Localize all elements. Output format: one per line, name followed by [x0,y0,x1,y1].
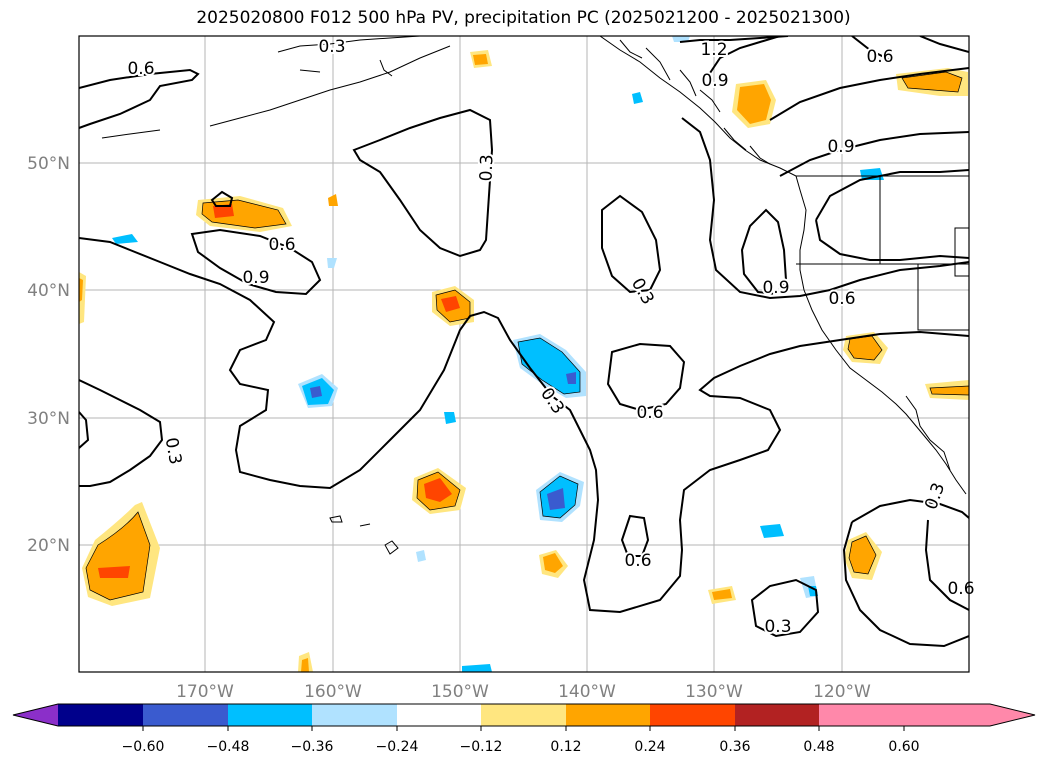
lat-label: 40°N [27,281,70,301]
contour-label: 0.3 [318,37,345,57]
colorbar-extend-high [904,704,1035,726]
contour-label: 0.3 [477,154,498,182]
contour-label: 0.3 [764,617,791,637]
lat-label: 20°N [27,536,70,556]
colorbar-segment [228,704,312,726]
colorbar: −0.60 −0.48 −0.36 −0.24 −0.12 0.12 0.24 … [12,703,1036,755]
colorbar-segment [819,704,904,726]
colorbar-tick-label: −0.24 [376,739,419,755]
lon-label: 170°W [176,682,234,702]
colorbar-segment [481,704,566,726]
contour-label: 0.9 [762,278,789,298]
colorbar-tick-label: 0.48 [803,739,834,755]
contour-label: 0.6 [268,235,295,255]
colorbar-segment [143,704,228,726]
colorbar-tick-label: −0.36 [291,739,334,755]
contour-label: 0.9 [827,137,854,157]
lat-label: 50°N [27,154,70,174]
contour-label: 0.6 [828,289,855,309]
contour-label: 0.6 [636,403,663,423]
contour-label: 0.6 [866,47,893,67]
colorbar-tick-label: 0.36 [719,739,750,755]
colorbar-tick-label: 0.60 [888,739,919,755]
contour-label: 0.9 [701,71,728,91]
lon-label: 130°W [685,682,743,702]
pv-contours [79,36,969,648]
lon-label: 140°W [558,682,616,702]
lon-label: 150°W [431,682,489,702]
map-title: 2025020800 F012 500 hPa PV, precipitatio… [196,8,851,28]
colorbar-ticks [142,726,905,731]
colorbar-segment [397,704,481,726]
colorbar-segment [312,704,397,726]
colorbar-tick-label: −0.12 [460,739,503,755]
colorbar-segment [650,704,735,726]
colorbar-segment [566,704,650,726]
lon-label: 120°W [813,682,871,702]
contour-label: 1.2 [700,40,727,60]
latitude-labels: 50°N 40°N 30°N 20°N [27,154,70,556]
colorbar-segment [58,704,143,726]
colorbar-extend-low [13,704,58,726]
contour-label: 0.6 [947,579,974,599]
colorbar-segment [735,704,819,726]
contour-label: 0.6 [624,551,651,571]
colorbar-outline [12,703,1036,727]
map-frame [78,35,970,673]
precip-shading [79,36,969,672]
contour-label: 0.6 [127,59,154,79]
colorbar-tick-label: 0.12 [550,739,581,755]
contour-label: 0.9 [242,268,269,288]
coastlines [101,36,969,555]
lat-label: 30°N [27,409,70,429]
colorbar-tick-label: 0.24 [634,739,665,755]
longitude-labels: 170°W 160°W 150°W 140°W 130°W 120°W [176,682,871,702]
lon-label: 160°W [304,682,362,702]
island-details [299,39,771,165]
colorbar-tick-label: −0.48 [207,739,250,755]
colorbar-tick-label: −0.60 [122,739,165,755]
